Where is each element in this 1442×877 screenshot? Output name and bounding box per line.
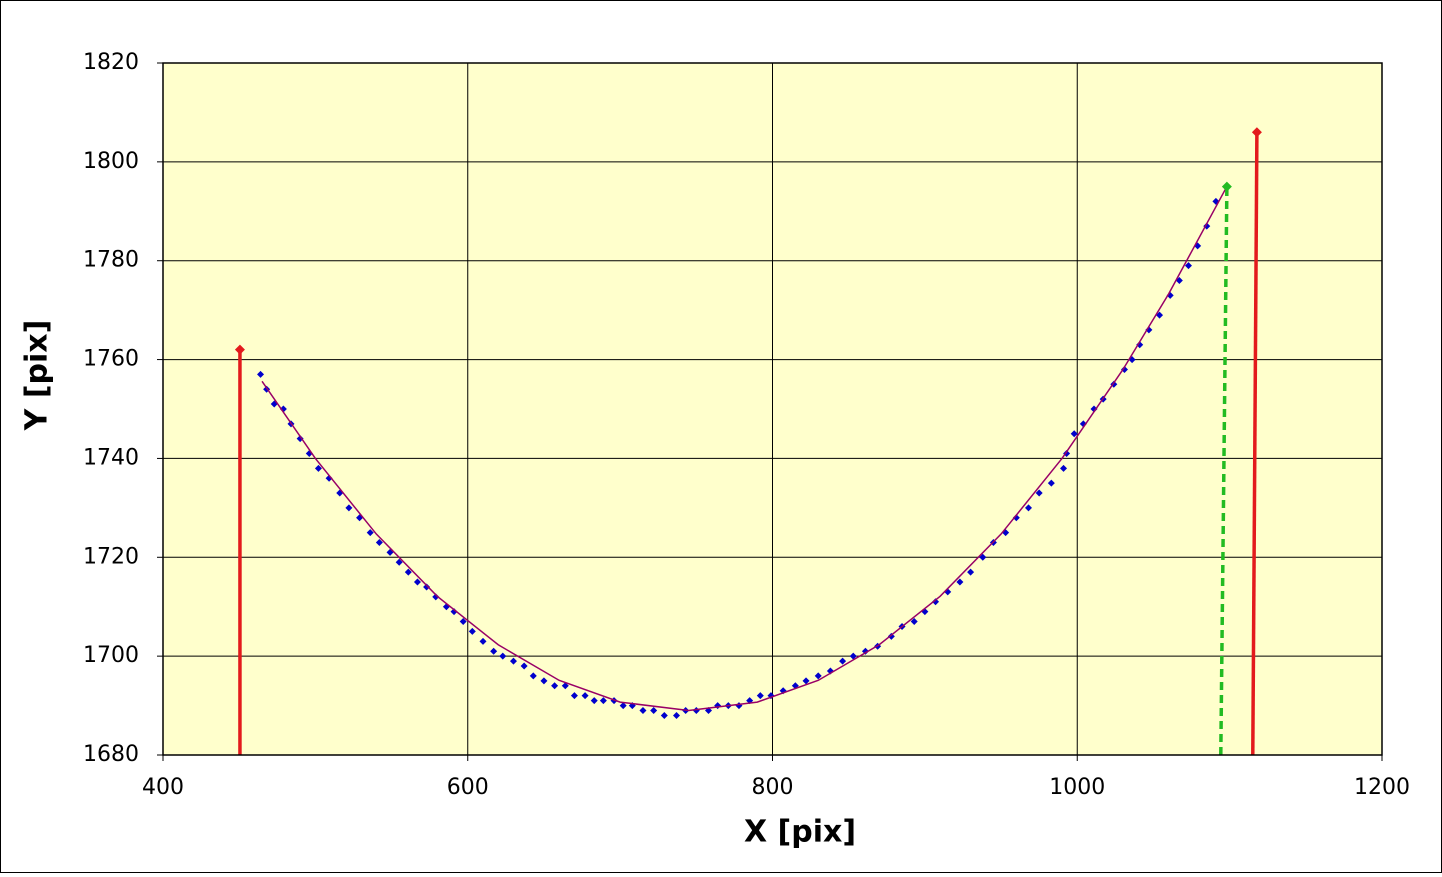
data-point <box>839 657 847 665</box>
data-point <box>1136 341 1144 349</box>
y-tick-label: 1720 <box>83 544 139 569</box>
data-point <box>479 637 487 645</box>
y-tick-label: 1740 <box>83 445 139 470</box>
data-point <box>1012 514 1020 522</box>
data-point <box>1184 262 1192 270</box>
y-tick-label: 1700 <box>83 643 139 668</box>
data-point <box>395 558 403 566</box>
data-point <box>561 682 569 690</box>
data-point <box>413 578 421 586</box>
data-point <box>345 504 353 512</box>
data-point <box>910 618 918 626</box>
data-point <box>520 662 528 670</box>
data-point <box>581 692 589 700</box>
data-point <box>1251 127 1262 138</box>
data-point <box>1120 365 1128 373</box>
data-point <box>570 692 578 700</box>
data-point <box>1047 479 1055 487</box>
x-tick-label: 800 <box>752 775 794 800</box>
data-point <box>459 618 467 626</box>
series-line <box>1219 186 1229 755</box>
x-axis-title: X [pix] <box>744 815 856 850</box>
y-tick-label: 1760 <box>83 347 139 372</box>
data-point <box>529 672 537 680</box>
data-point <box>673 711 681 719</box>
data-point <box>375 538 383 546</box>
data-point <box>1070 430 1078 438</box>
data-point <box>432 593 440 601</box>
data-point <box>967 568 975 576</box>
data-point <box>423 583 431 591</box>
x-tick-label: 1200 <box>1354 775 1410 800</box>
y-axis-title: Y [pix] <box>20 320 55 432</box>
data-point <box>756 692 764 700</box>
data-point <box>257 370 265 378</box>
data-point <box>599 697 607 705</box>
data-point <box>234 344 245 355</box>
y-tick-label: 1780 <box>83 248 139 273</box>
data-point <box>932 598 940 606</box>
data-point <box>468 627 476 635</box>
data-point <box>660 711 668 719</box>
data-point <box>366 529 374 537</box>
data-point <box>814 672 822 680</box>
data-point <box>499 652 507 660</box>
data-point <box>1024 504 1032 512</box>
data-point <box>509 657 517 665</box>
data-point <box>1090 405 1098 413</box>
x-tick-label: 600 <box>447 775 489 800</box>
series-line <box>261 186 1228 712</box>
data-point <box>619 702 627 710</box>
y-tick-label: 1680 <box>83 742 139 767</box>
data-point <box>1035 489 1043 497</box>
y-tick-label: 1800 <box>83 149 139 174</box>
plot-border <box>162 62 1383 756</box>
y-tick-label: 1820 <box>83 50 139 75</box>
data-point <box>849 652 857 660</box>
x-tick-label: 1000 <box>1049 775 1105 800</box>
data-point <box>450 608 458 616</box>
data-point <box>490 647 498 655</box>
data-point <box>404 568 412 576</box>
data-point <box>1156 311 1164 319</box>
data-point <box>650 707 658 715</box>
data-point <box>551 682 559 690</box>
data-point <box>314 464 322 472</box>
data-point <box>1221 181 1232 192</box>
data-point <box>590 697 598 705</box>
data-point <box>1060 464 1068 472</box>
series-line <box>1251 132 1259 755</box>
data-point <box>639 707 647 715</box>
data-point <box>802 677 810 685</box>
x-tick-label: 400 <box>142 775 184 800</box>
data-point <box>296 435 304 443</box>
data-point <box>956 578 964 586</box>
data-point <box>540 677 548 685</box>
